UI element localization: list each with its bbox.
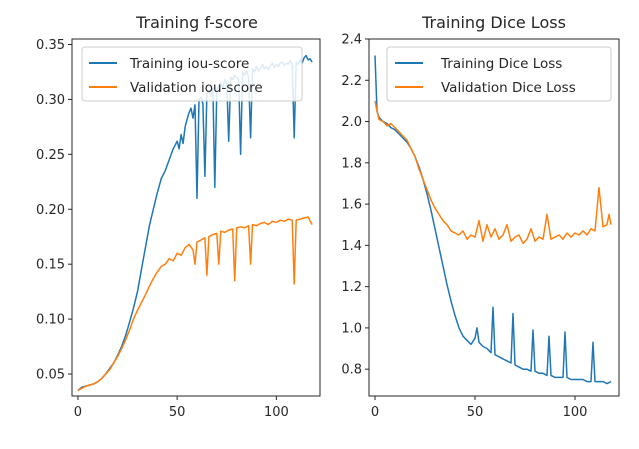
series-group-dice-loss <box>374 55 612 385</box>
y-tick-label: 0.25 <box>36 148 65 163</box>
tick-group-fscore: 0 50 100 0.05 0.10 0.15 0.20 0.25 0.30 0.35 <box>36 38 289 420</box>
series-line-training-iou-score <box>77 54 313 392</box>
legend-label-validation-dice: Validation Dice Loss <box>441 80 576 96</box>
x-tick-label: 100 <box>563 405 588 420</box>
legend-box-fscore <box>81 46 303 102</box>
y-tick-label: 1.2 <box>341 280 362 295</box>
x-tick-label: 50 <box>169 405 186 420</box>
legend-label-training-iou: Training iou-score <box>129 56 249 72</box>
y-tick-label: 1.8 <box>341 156 362 171</box>
legend-label-validation-iou: Validation iou-score <box>130 80 263 96</box>
y-tick-label: 0.15 <box>36 258 65 273</box>
tick-group-dice-loss: 0 50 100 0.8 1.0 1.2 1.4 1.6 1.8 2.0 2.2 2.4 <box>341 33 587 421</box>
y-tick-label: 0.35 <box>36 38 65 53</box>
y-tick-label: 0.8 <box>341 363 362 378</box>
y-tick-label: 1.0 <box>341 321 362 336</box>
chart-title-dice-loss: Training Dice Loss <box>421 13 566 32</box>
subplot-dice-loss: Training Dice Loss 0 50 100 0.8 1.0 1.2 1.4 1.6… <box>341 13 620 421</box>
y-tick-label: 0.20 <box>36 203 65 218</box>
series-group-fscore <box>77 54 313 392</box>
y-tick-label: 1.6 <box>341 198 362 213</box>
y-tick-label: 0.30 <box>36 93 65 108</box>
chart-title-fscore: Training f-score <box>135 13 258 32</box>
legend-fscore: Training iou-score Validation iou-score <box>81 46 303 102</box>
x-tick-label: 0 <box>74 405 82 420</box>
legend-dice-loss: Training Dice Loss Validation Dice Loss <box>386 46 612 102</box>
axes-frame-fscore <box>71 38 321 397</box>
x-tick-label: 0 <box>371 405 379 420</box>
axes-frame-dice-loss <box>368 38 620 397</box>
x-tick-label: 100 <box>264 405 289 420</box>
legend-box-dice-loss <box>386 46 612 102</box>
series-line-training-dice-loss <box>374 55 612 385</box>
y-tick-label: 2.0 <box>341 115 362 130</box>
y-tick-label: 2.2 <box>341 74 362 89</box>
subplot-fscore: Training f-score 0 50 1000.050.100.150.200… <box>36 13 321 420</box>
y-tick-label: 1.4 <box>341 239 362 254</box>
x-tick-label: 50 <box>467 405 484 420</box>
y-tick-label: 0.10 <box>36 313 65 328</box>
y-tick-label: 2.4 <box>341 33 362 48</box>
series-line-validation-dice-loss <box>374 100 612 245</box>
legend-label-training-dice: Training Dice Loss <box>440 56 562 72</box>
y-tick-label: 0.05 <box>36 368 65 383</box>
series-line-validation-iou-score <box>77 216 313 392</box>
